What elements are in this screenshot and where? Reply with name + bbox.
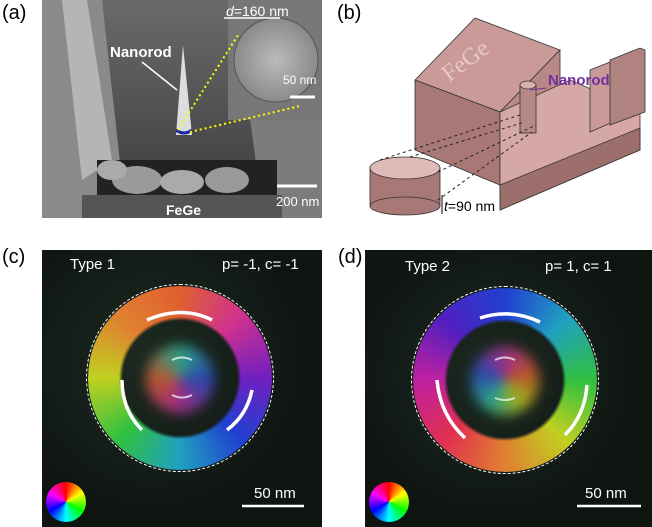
charge-label: p= -1, c= -1 [222, 256, 299, 273]
rod-label: Nanorod [548, 72, 610, 89]
thickness-value: =90 nm [447, 198, 495, 214]
type-label: Type 2 [405, 258, 451, 275]
rod-label: Nanorod [110, 44, 172, 61]
diameter-symbol: d [226, 3, 234, 19]
arrows [435, 312, 641, 508]
scale-label: 200 nm [276, 194, 320, 209]
panel-label: (c) [2, 246, 26, 268]
arrows [120, 310, 304, 508]
lorentz-image: Type 1 p= -1, c= -1 50 nm [42, 250, 322, 527]
schematic [369, 17, 646, 216]
color-wheel [369, 482, 409, 522]
boundary [86, 284, 274, 472]
sem-image [42, 0, 322, 218]
diameter-value: =160 nm [233, 3, 289, 19]
panel-label: (b) [337, 2, 362, 24]
charge-label: p= 1, c= 1 [545, 258, 612, 275]
thickness-symbol: t [444, 198, 448, 214]
material-label: FeGe [166, 202, 202, 218]
scale-label: 50 nm [585, 485, 627, 502]
diameter-label: d=160 nm [226, 3, 289, 19]
boundary [411, 286, 599, 474]
panel-label: (a) [2, 2, 27, 24]
inset-scale: 50 nm [283, 73, 317, 87]
panel-label: (d) [338, 246, 363, 268]
type-label: Type 1 [70, 256, 116, 273]
thickness-label: t=90 nm [444, 198, 495, 214]
color-wheel [46, 482, 86, 522]
lorentz-image: Type 2 p= 1, c= 1 50 nm [365, 250, 652, 527]
scale-label: 50 nm [254, 485, 296, 502]
